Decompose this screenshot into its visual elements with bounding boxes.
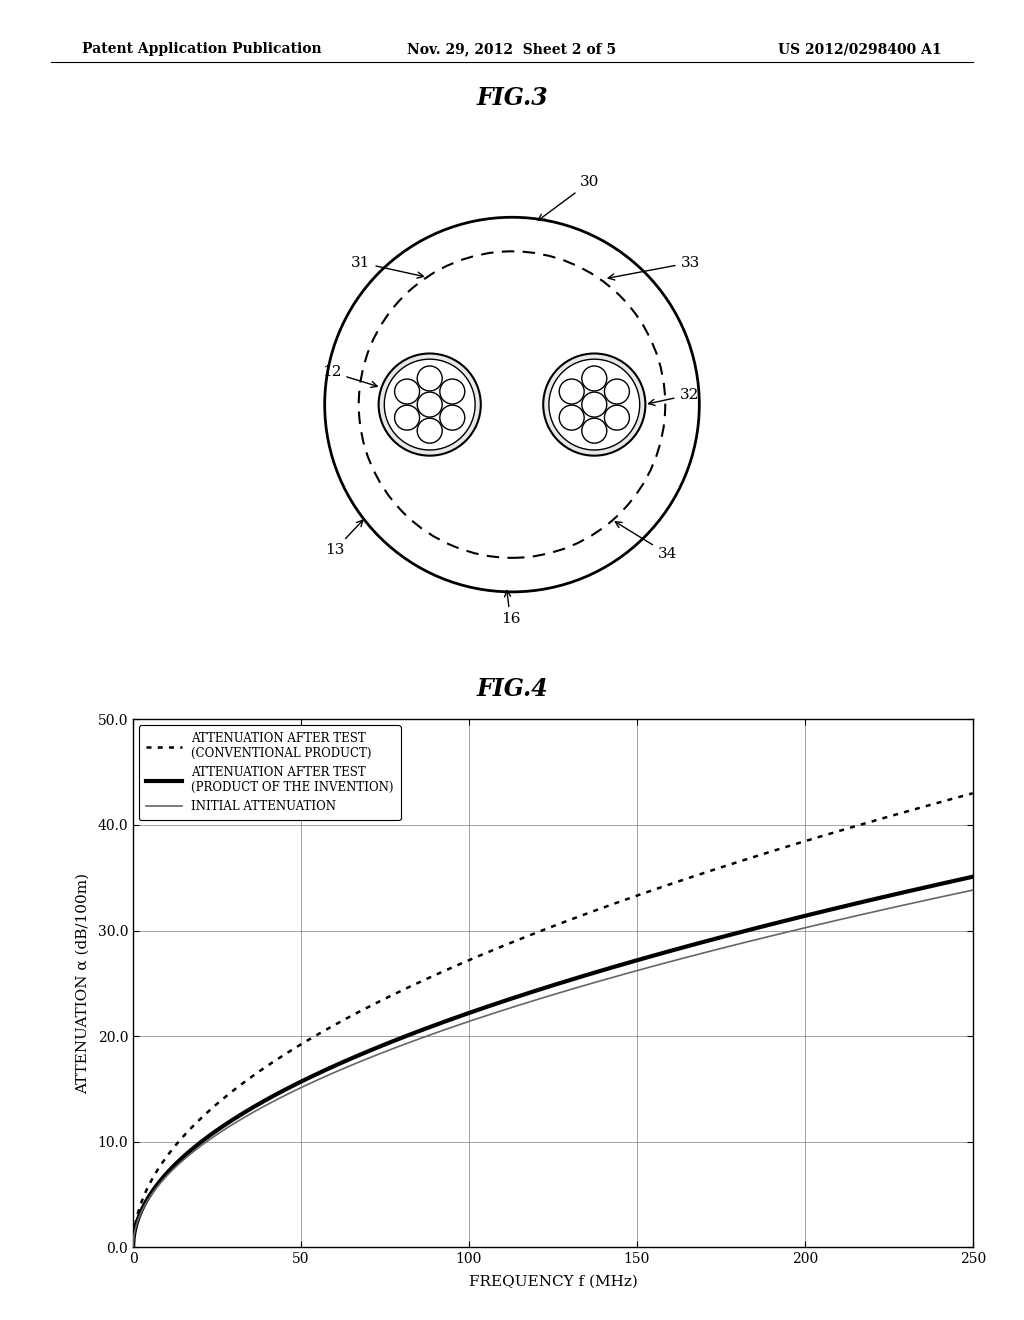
Circle shape: [549, 359, 640, 450]
Circle shape: [417, 392, 442, 417]
Circle shape: [417, 418, 442, 444]
Legend: ATTENUATION AFTER TEST
(CONVENTIONAL PRODUCT), ATTENUATION AFTER TEST
(PRODUCT O: ATTENUATION AFTER TEST (CONVENTIONAL PRO…: [139, 725, 400, 820]
Circle shape: [543, 354, 645, 455]
Text: 33: 33: [608, 256, 699, 280]
Text: 30: 30: [539, 176, 599, 220]
Circle shape: [394, 379, 420, 404]
Text: FIG.4: FIG.4: [476, 677, 548, 701]
Circle shape: [379, 354, 481, 455]
Y-axis label: ATTENUATION α (dB/100m): ATTENUATION α (dB/100m): [76, 873, 89, 1094]
Circle shape: [582, 366, 607, 391]
Circle shape: [440, 405, 465, 430]
Text: 32: 32: [648, 388, 698, 405]
Text: 16: 16: [501, 590, 520, 626]
Circle shape: [394, 405, 420, 430]
Text: Patent Application Publication: Patent Application Publication: [82, 42, 322, 57]
Circle shape: [384, 359, 475, 450]
Circle shape: [604, 405, 630, 430]
Text: 12: 12: [322, 366, 377, 387]
Circle shape: [582, 418, 607, 444]
Circle shape: [417, 366, 442, 391]
Text: US 2012/0298400 A1: US 2012/0298400 A1: [778, 42, 942, 57]
Circle shape: [582, 392, 607, 417]
Text: FIG.3: FIG.3: [476, 86, 548, 110]
Text: 31: 31: [351, 256, 424, 279]
X-axis label: FREQUENCY f (MHz): FREQUENCY f (MHz): [469, 1275, 637, 1288]
Text: 34: 34: [615, 521, 677, 561]
Text: 13: 13: [325, 520, 362, 557]
Circle shape: [559, 379, 584, 404]
Text: Nov. 29, 2012  Sheet 2 of 5: Nov. 29, 2012 Sheet 2 of 5: [408, 42, 616, 57]
Circle shape: [440, 379, 465, 404]
Circle shape: [604, 379, 630, 404]
Circle shape: [559, 405, 584, 430]
